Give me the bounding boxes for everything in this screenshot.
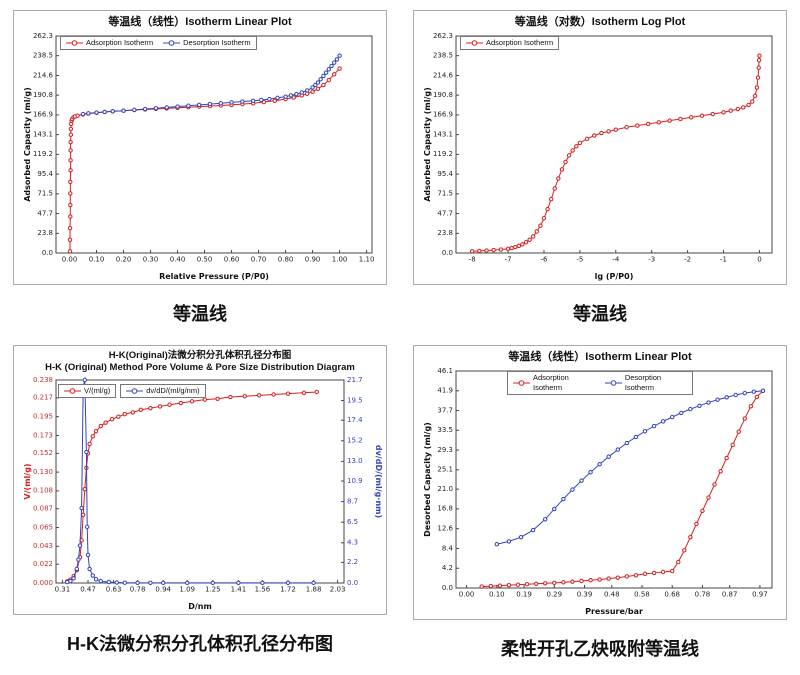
- caption: 等温线: [573, 304, 627, 324]
- legend-label: V/(ml/g): [84, 385, 111, 395]
- cell-hk-distribution: H-K(Original)法微分积分孔体积孔径分布图 H-K (Original…: [13, 344, 387, 675]
- legend-box-dvdd: dv/dD/(ml/g/nm): [120, 383, 206, 398]
- legend-box-v: V/(ml/g): [58, 383, 117, 398]
- caption: 等温线: [173, 304, 227, 324]
- series-marker-icon: [64, 387, 81, 395]
- legend-label: dv/dD/(ml/g/nm): [146, 385, 200, 395]
- chart-title: 等温线（线性）Isotherm Linear Plot: [508, 350, 692, 363]
- acetylene-isotherm-chart-canvas: [418, 364, 782, 617]
- legend-label: Desorption Isotherm: [624, 372, 662, 392]
- isotherm-log-panel: 等温线（对数）Isotherm Log Plot Adsorption Isot…: [413, 10, 787, 285]
- legend-entry-desorption: Desorption Isotherm: [604, 372, 687, 393]
- legend-label: Adsorption Isotherm: [486, 38, 554, 47]
- legend-entry-adsorption: Adsorption Isotherm: [66, 38, 153, 48]
- legend: V/(ml/g) dv/dD/(ml/g/nm): [58, 383, 206, 398]
- legend: Adsorption Isotherm: [460, 36, 560, 50]
- legend-label: Adsorption Isotherm: [86, 38, 154, 47]
- isotherm-log-chart-canvas: [418, 30, 782, 282]
- cell-isotherm-linear: 等温线（线性）Isotherm Linear Plot Adsorption I…: [13, 10, 387, 341]
- isotherm-linear-panel: 等温线（线性）Isotherm Linear Plot Adsorption I…: [13, 10, 387, 285]
- isotherm-linear-chart-canvas: [18, 30, 382, 282]
- legend: Adsorption Isotherm Desorption Isotherm: [60, 36, 257, 50]
- legend-entry-adsorption: Adsorption Isotherm: [466, 38, 553, 48]
- acetylene-isotherm-panel: 等温线（线性）Isotherm Linear Plot Adsorption I…: [413, 344, 787, 620]
- series-marker-icon: [466, 39, 483, 47]
- caption: H-K法微分积分孔体积孔径分布图: [67, 633, 333, 654]
- chart-title: H-K(Original)法微分积分孔体积孔径分布图: [108, 349, 292, 361]
- chart-title: 等温线（线性）Isotherm Linear Plot: [108, 16, 292, 28]
- legend-label: Desorption Isotherm: [183, 38, 251, 47]
- hk-distribution-chart-canvas: [18, 373, 382, 612]
- series-marker-icon: [163, 39, 181, 47]
- legend-entry-v: V/(ml/g): [64, 386, 110, 396]
- hk-distribution-panel: H-K(Original)法微分积分孔体积孔径分布图 H-K (Original…: [13, 344, 387, 615]
- legend-entry-desorption: Desorption Isotherm: [163, 38, 251, 48]
- chart-subtitle: H-K (Original) Method Pore Volume & Pore…: [45, 361, 355, 373]
- series-marker-icon: [126, 387, 144, 395]
- legend-entry-adsorption: Adsorption Isotherm: [513, 373, 595, 393]
- legend: Adsorption Isotherm Desorption Isotherm: [507, 370, 693, 395]
- legend-label: Adsorption Isotherm: [533, 372, 569, 392]
- series-marker-icon: [604, 379, 622, 387]
- series-marker-icon: [513, 379, 530, 387]
- legend-entry-dvdd: dv/dD/(ml/g/nm): [126, 385, 200, 396]
- series-marker-icon: [66, 39, 83, 47]
- chart-title: 等温线（对数）Isotherm Log Plot: [514, 16, 686, 28]
- cell-isotherm-log: 等温线（对数）Isotherm Log Plot Adsorption Isot…: [413, 10, 787, 341]
- cell-acetylene-isotherm: 等温线（线性）Isotherm Linear Plot Adsorption I…: [413, 344, 787, 675]
- caption: 柔性开孔乙炔吸附等温线: [501, 638, 699, 659]
